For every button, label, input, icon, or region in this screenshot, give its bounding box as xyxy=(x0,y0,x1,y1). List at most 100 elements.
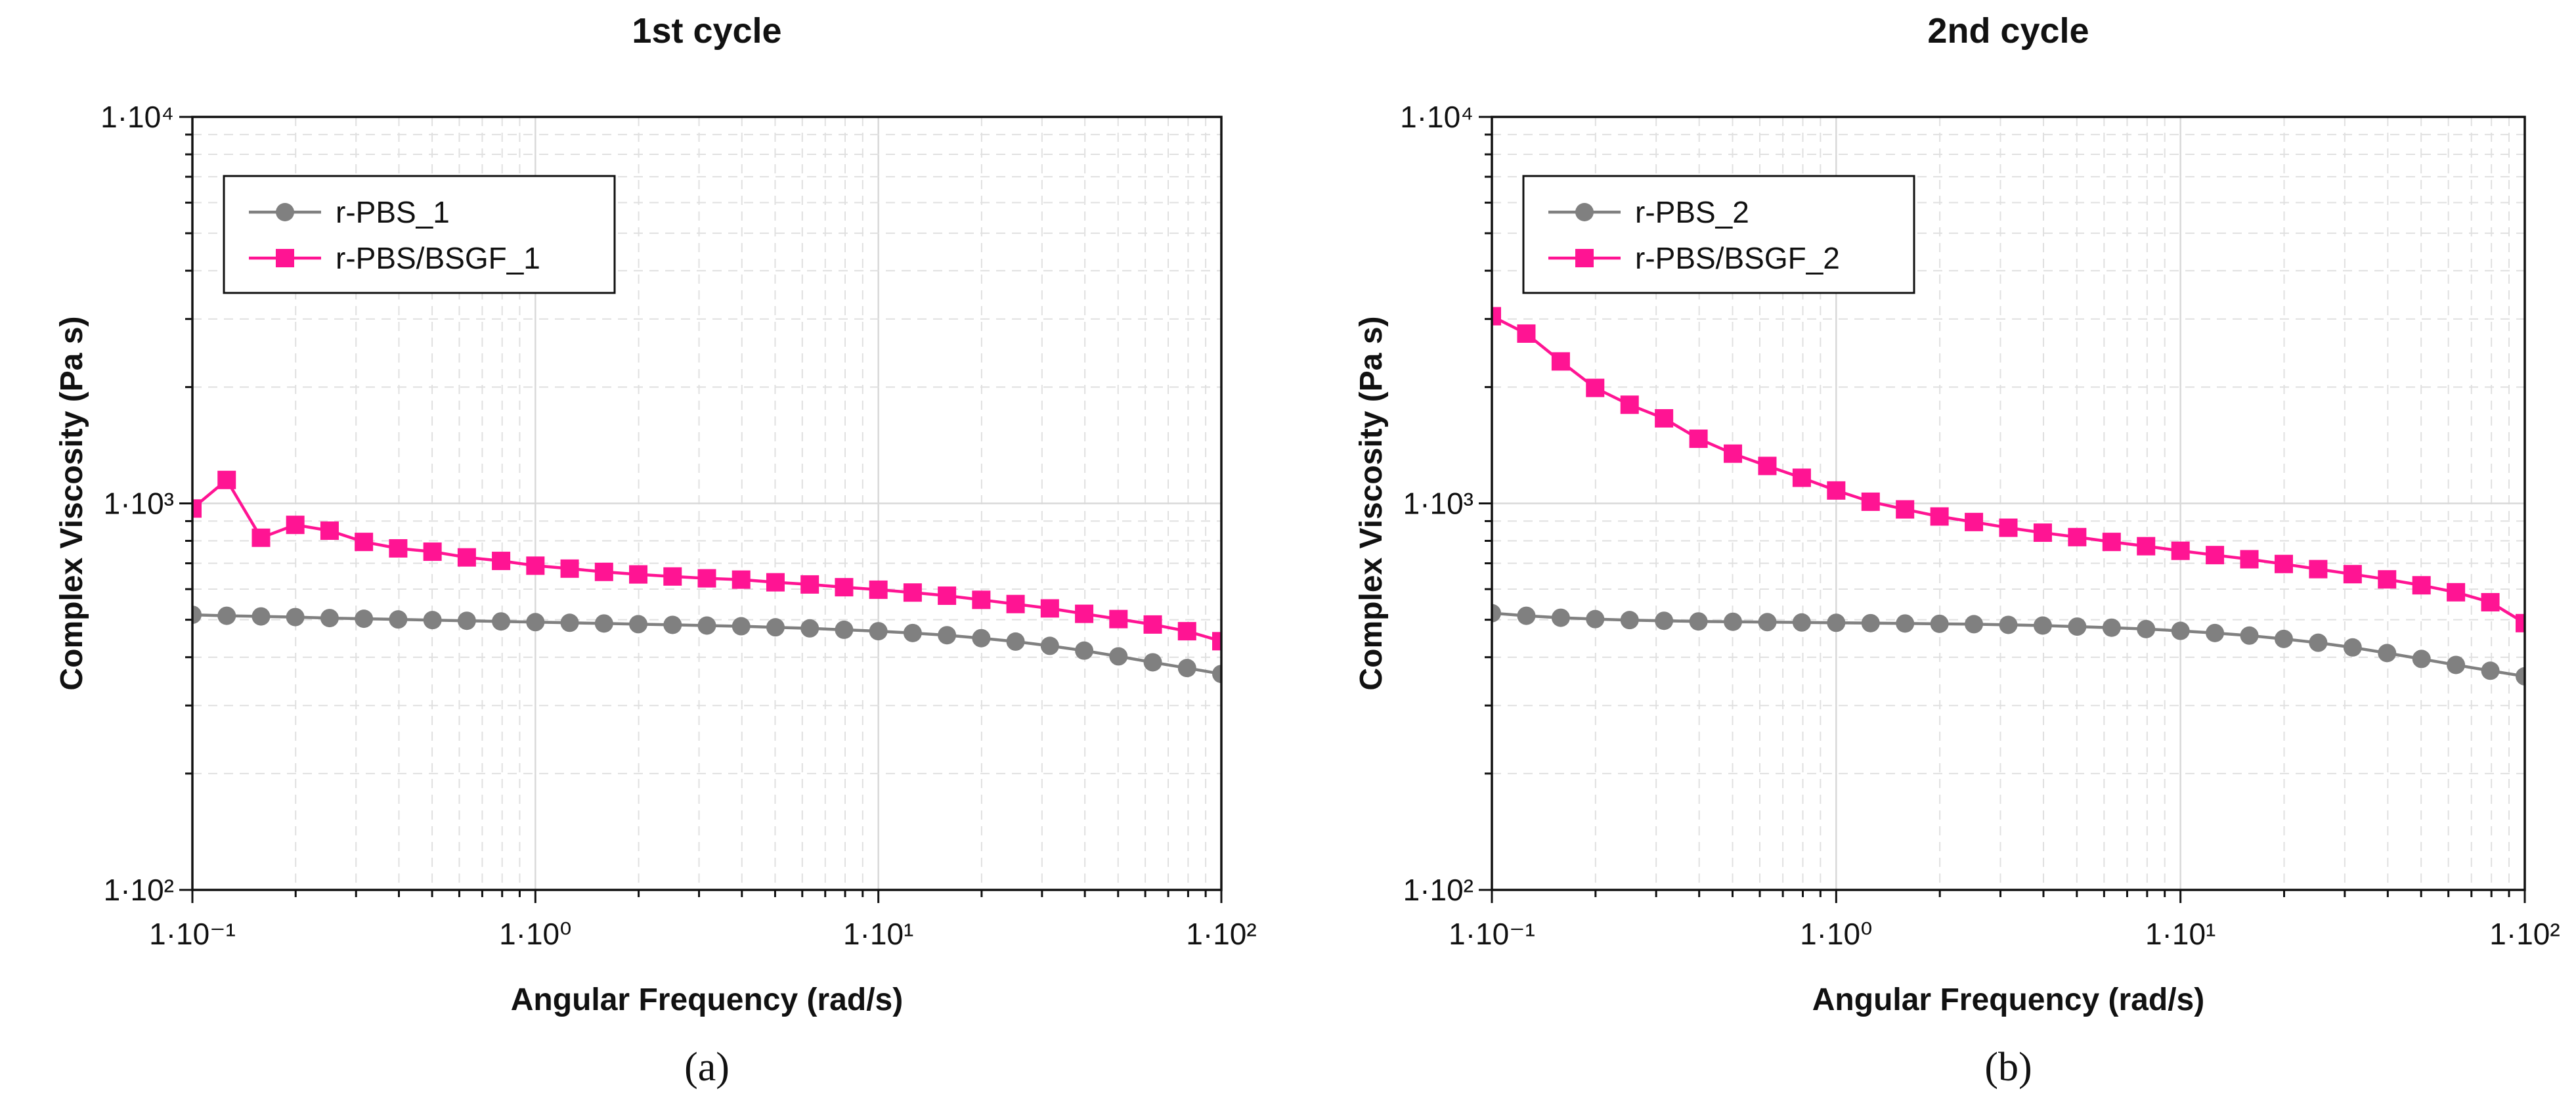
data-point xyxy=(2343,638,2362,657)
data-point xyxy=(697,616,716,635)
chart-panel-1: 1·10⁻¹ 1·10⁰ 1·10¹ 1·10² 1·10² 1·10³ 1·10⁴ 1st … xyxy=(55,11,1257,1090)
grid xyxy=(192,117,1221,890)
data-point xyxy=(2068,527,2087,546)
data-point xyxy=(1758,456,1777,475)
data-point xyxy=(1075,641,1094,660)
data-point xyxy=(972,590,991,609)
legend-box xyxy=(223,175,616,294)
data-point xyxy=(2240,626,2259,645)
data-point xyxy=(2412,650,2431,669)
data-point xyxy=(938,586,957,606)
data-point xyxy=(2447,655,2466,674)
data-point xyxy=(869,580,888,599)
data-point xyxy=(1006,594,1025,613)
data-point xyxy=(2274,629,2293,648)
data-point xyxy=(1620,611,1639,630)
data-point xyxy=(2171,621,2190,640)
data-point xyxy=(1999,518,2018,537)
data-point xyxy=(1586,378,1605,397)
data-point xyxy=(320,609,339,628)
x-tick-label: 1·10⁰ xyxy=(1800,917,1873,951)
data-point xyxy=(251,607,271,626)
data-point xyxy=(2378,570,2397,589)
series-line xyxy=(1492,315,2525,625)
data-point xyxy=(1143,615,1162,634)
x-tick-label: 1·10¹ xyxy=(843,917,913,951)
data-point xyxy=(2137,537,2156,556)
data-point xyxy=(1517,324,1536,343)
data-point xyxy=(457,548,476,567)
y-tick-label: 1·10⁴ xyxy=(100,100,174,134)
data-point xyxy=(2447,583,2466,602)
data-point xyxy=(766,573,785,592)
x-tick-label: 1·10⁻¹ xyxy=(149,917,236,951)
legend-box xyxy=(1522,175,1915,294)
data-point xyxy=(2481,592,2500,611)
x-axis-label: Angular Frequency (rad/s) xyxy=(1812,983,2204,1017)
data-point xyxy=(423,542,442,562)
series-r-PBS_2 xyxy=(1492,604,2525,686)
legend-item: r-PBS_1 xyxy=(249,195,450,229)
legend-item: r-PBS/BSGF_1 xyxy=(249,241,540,275)
data-point xyxy=(2309,633,2328,652)
data-point xyxy=(1143,653,1162,672)
data-point xyxy=(2309,560,2328,579)
data-point xyxy=(1827,613,1846,632)
data-point xyxy=(1492,307,1501,326)
data-point xyxy=(526,556,545,575)
data-point xyxy=(2171,541,2190,560)
data-point xyxy=(1724,444,1743,463)
x-tick-label: 1·10² xyxy=(1186,917,1256,951)
data-point xyxy=(1930,507,1949,526)
series-r-PBS/BSGF_2 xyxy=(1492,307,2525,632)
data-point xyxy=(560,613,579,632)
data-point xyxy=(2343,565,2362,584)
data-point xyxy=(1177,622,1196,641)
data-point xyxy=(1689,612,1708,631)
legend-marker xyxy=(276,249,294,267)
data-point xyxy=(594,562,613,581)
data-point xyxy=(2516,667,2525,686)
data-point xyxy=(1517,606,1536,625)
data-point xyxy=(731,617,751,636)
data-point xyxy=(1792,468,1811,487)
panel-label: (b) xyxy=(1984,1045,2032,1090)
x-axis-label: Angular Frequency (rad/s) xyxy=(511,983,903,1017)
legend: r-PBS_2 r-PBS/BSGF_2 xyxy=(1522,175,1915,294)
x-tick-label: 1·10² xyxy=(2489,917,2560,951)
data-point xyxy=(1792,613,1811,632)
data-point xyxy=(594,614,613,633)
data-point xyxy=(1827,481,1846,500)
data-point xyxy=(1965,512,1984,531)
legend: r-PBS_1 r-PBS/BSGF_1 xyxy=(223,175,616,294)
data-point xyxy=(2378,644,2397,663)
data-point xyxy=(1040,599,1059,618)
data-point xyxy=(1724,612,1743,631)
legend-marker xyxy=(1575,249,1594,267)
data-point xyxy=(2102,618,2121,637)
data-point xyxy=(972,629,991,648)
data-point xyxy=(2137,619,2156,638)
legend-item: r-PBS/BSGF_2 xyxy=(1548,241,1840,275)
data-point xyxy=(1212,632,1221,651)
data-point xyxy=(1896,500,1915,519)
data-point xyxy=(1999,615,2018,634)
data-point xyxy=(492,612,511,631)
data-point xyxy=(800,575,819,594)
data-point xyxy=(1689,430,1708,449)
series-r-PBS/BSGF_1 xyxy=(192,470,1221,651)
data-point xyxy=(1861,492,1880,511)
chart-title: 2nd cycle xyxy=(1927,11,2089,51)
data-point xyxy=(697,569,716,588)
data-point xyxy=(2033,616,2052,635)
data-point xyxy=(938,626,957,645)
legend-label: r-PBS/BSGF_2 xyxy=(1635,241,1840,275)
data-point xyxy=(1551,608,1570,627)
data-point xyxy=(2206,546,2225,565)
data-point xyxy=(663,615,682,634)
data-point xyxy=(1075,604,1094,623)
data-point xyxy=(2412,576,2431,595)
y-tick-label: 1·10³ xyxy=(104,487,174,521)
data-point xyxy=(629,615,648,634)
